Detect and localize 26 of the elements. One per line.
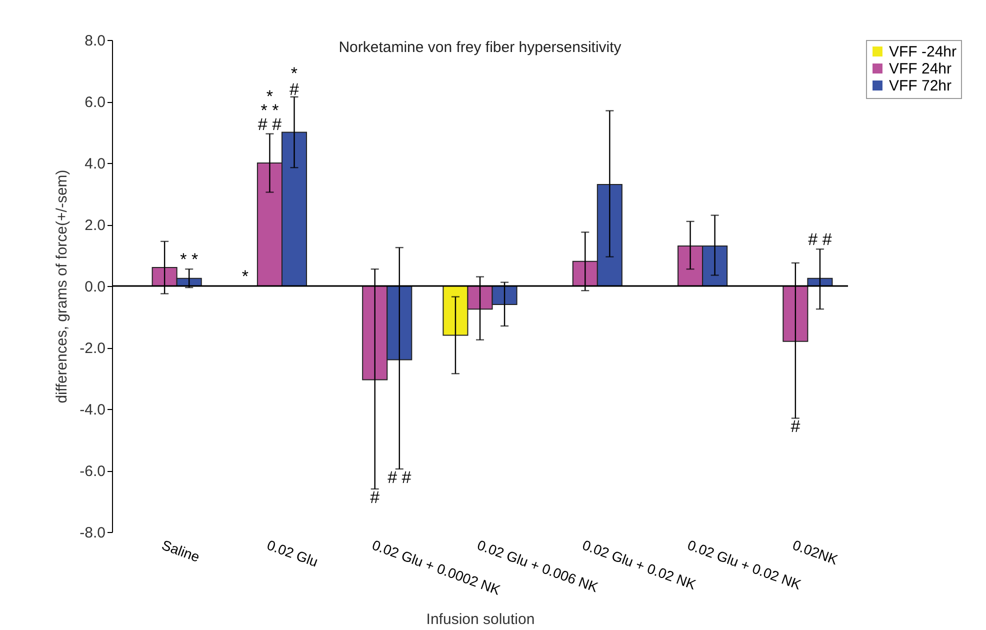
x-tick-label: Saline [160, 536, 202, 566]
annotation: * # [290, 64, 300, 99]
y-tick-label: -2.0 [80, 340, 106, 357]
chart-title: Norketamine von frey fiber hypersensitivity [338, 39, 622, 56]
annotation: * [266, 86, 274, 106]
y-tick-label: -6.0 [80, 463, 106, 480]
annotation: * [242, 267, 249, 286]
y-tick-label: 6.0 [84, 94, 106, 111]
annotation: # [790, 417, 801, 436]
annotation: # [370, 488, 380, 507]
legend-label: VFF 72hr [889, 78, 952, 94]
legend-label: VFF -24hr [889, 44, 957, 60]
x-tick-label: 0.02 Glu [264, 536, 320, 570]
legend-label: VFF 24hr [889, 60, 952, 78]
y-tick-label: 4.0 [84, 156, 106, 172]
annotation: # # [388, 468, 412, 487]
annotation: * * [180, 250, 198, 270]
y-tick-label: 0.0 [84, 278, 106, 296]
y-tick-label: 8.0 [84, 32, 106, 50]
y-tick-label: -8.0 [80, 524, 106, 542]
y-tick-label: 2.0 [84, 217, 106, 234]
annotation: # # [808, 230, 832, 250]
x-axis-title: Infusion solution [426, 610, 535, 628]
y-axis-title: differences, grams of force(+/-sem) [54, 170, 71, 404]
annotation: # # [258, 114, 282, 134]
y-tick-label: -4.0 [80, 402, 106, 418]
